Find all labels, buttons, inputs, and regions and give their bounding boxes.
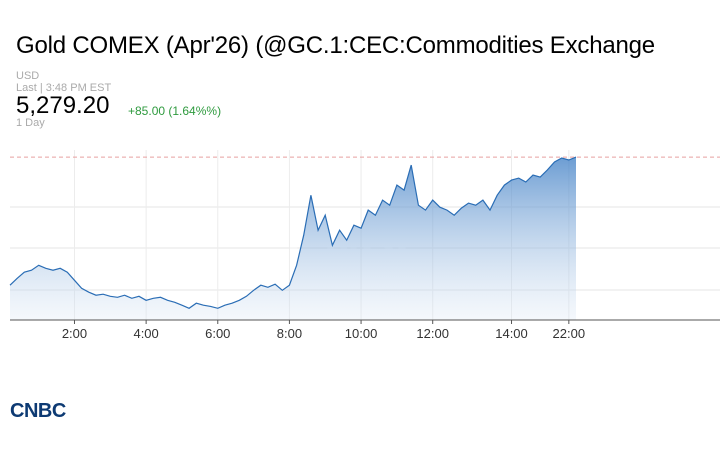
currency: USD [16,70,40,82]
x-tick-label: 10:00 [345,326,378,341]
x-tick-label: 14:00 [495,326,528,341]
last-updated: Last | 3:48 PM EST [16,82,112,94]
logo: CNBC [10,400,66,422]
x-tick-label: 22:00 [553,326,586,341]
chart-title: Gold COMEX (Apr'26) (@GC.1:CEC:Commoditi… [16,32,655,59]
period: 1 Day [16,117,45,129]
x-tick-label: 12:00 [416,326,449,341]
x-tick-label: 2:00 [62,326,87,341]
area [10,157,576,320]
x-tick-label: 6:00 [205,326,230,341]
price: 5,279.20 [16,92,110,119]
x-tick-label: 4:00 [133,326,158,341]
line [9,156,577,309]
x-tick-label: 8:00 [277,326,302,341]
change: +85.00 (1.64%%) [128,104,222,118]
